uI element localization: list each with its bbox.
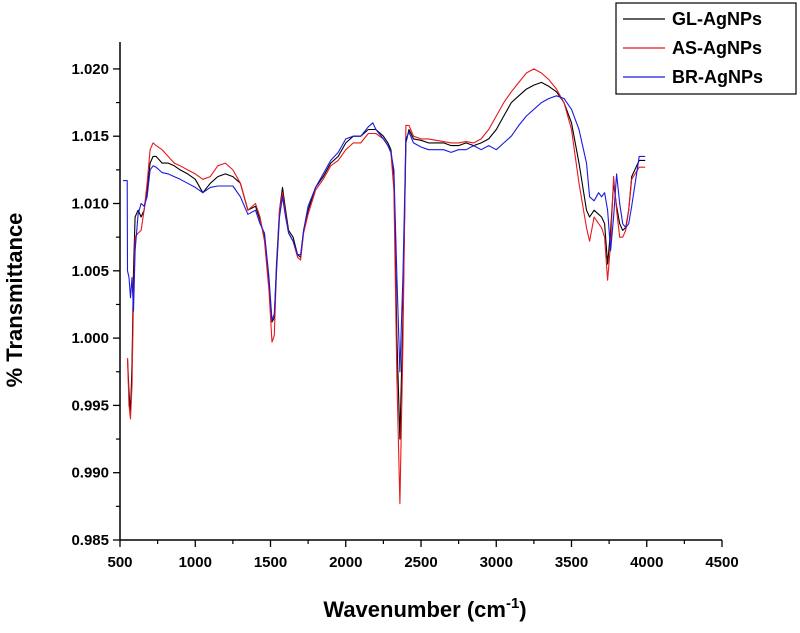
x-tick-label: 3500	[555, 554, 588, 571]
y-tick-label: 1.000	[71, 330, 109, 347]
x-tick-label: 1500	[254, 554, 287, 571]
series-line-br-agnps	[123, 95, 646, 373]
y-tick-label: 0.985	[71, 532, 109, 549]
legend-label-as-agnps: AS-AgNPs	[672, 38, 762, 58]
x-axis-title-sup: -1	[506, 595, 519, 612]
series-line-gl-agnps	[126, 81, 646, 440]
x-axis-title: Wavenumber (cm-1)	[323, 595, 526, 622]
y-tick-label: 0.995	[71, 397, 109, 414]
y-tick-label: 1.015	[71, 128, 109, 145]
legend-label-br-agnps: BR-AgNPs	[672, 67, 763, 87]
axes-layer	[119, 42, 722, 541]
y-tick-label: 1.020	[71, 61, 109, 78]
y-tick-label: 0.990	[71, 465, 109, 482]
y-tick-label: 1.005	[71, 263, 109, 280]
x-axis-title-main: Wavenumber (cm	[323, 597, 506, 622]
x-tick-label: 4000	[630, 554, 663, 571]
legend-label-gl-agnps: GL-AgNPs	[672, 9, 762, 29]
y-axis-title: % Transmittance	[2, 213, 27, 388]
ticks-layer: 500 1000 1500 2000 2500 3000 3500 4000 4500 0.985…	[71, 61, 738, 571]
x-tick-label: 500	[107, 554, 132, 571]
x-tick-label: 2000	[329, 554, 362, 571]
x-tick-label: 2500	[404, 554, 437, 571]
series-layer	[123, 68, 646, 505]
x-tick-label: 3000	[480, 554, 513, 571]
y-tick-label: 1.010	[71, 196, 109, 213]
x-axis-title-close: )	[519, 597, 526, 622]
legend: GL-AgNPs AS-AgNPs BR-AgNPs	[615, 2, 797, 95]
x-tick-label: 4500	[705, 554, 738, 571]
series-line-as-agnps	[126, 68, 646, 505]
x-tick-label: 1000	[179, 554, 212, 571]
